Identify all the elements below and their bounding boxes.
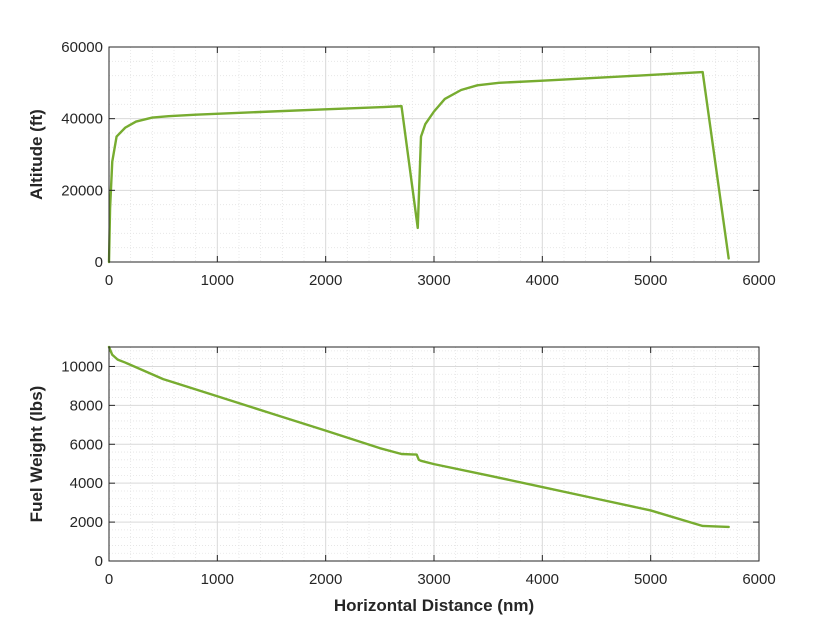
y-tick-label: 8000	[70, 397, 103, 414]
y-tick-label: 0	[95, 254, 103, 271]
y-tick-label: 0	[95, 553, 103, 570]
x-tick-label: 3000	[417, 272, 450, 289]
y-tick-label: 40000	[61, 111, 103, 128]
y-tick-label: 60000	[61, 39, 103, 56]
y-tick-label: 4000	[70, 475, 103, 492]
x-tick-label: 2000	[309, 571, 342, 588]
x-tick-label: 2000	[309, 272, 342, 289]
series-line	[107, 345, 730, 529]
series-line	[107, 70, 730, 264]
x-tick-label: 6000	[742, 272, 775, 289]
x-tick-label: 0	[105, 272, 113, 289]
y-axis-title: Fuel Weight (lbs)	[27, 386, 46, 523]
x-axis-title: Horizontal Distance (nm)	[334, 596, 534, 615]
x-tick-label: 3000	[417, 571, 450, 588]
y-tick-label: 10000	[61, 358, 103, 375]
x-tick-label: 1000	[201, 272, 234, 289]
x-tick-label: 4000	[526, 272, 559, 289]
x-tick-label: 5000	[634, 272, 667, 289]
x-tick-label: 6000	[742, 571, 775, 588]
y-axis-title: Altitude (ft)	[27, 109, 46, 200]
altitude-chart: 0 1000 2000 3000 4000 5000 6000020000400006000…	[27, 39, 776, 289]
x-tick-label: 1000	[201, 571, 234, 588]
y-tick-label: 6000	[70, 436, 103, 453]
y-tick-label: 20000	[61, 182, 103, 199]
x-tick-label: 0	[105, 571, 113, 588]
x-tick-label: 5000	[634, 571, 667, 588]
y-tick-label: 2000	[70, 514, 103, 531]
fuel-weight-chart: 0 1000 2000 3000 4000 5000 6000 0 2000 4000 6000 80…	[27, 345, 776, 615]
x-tick-label: 4000	[526, 571, 559, 588]
